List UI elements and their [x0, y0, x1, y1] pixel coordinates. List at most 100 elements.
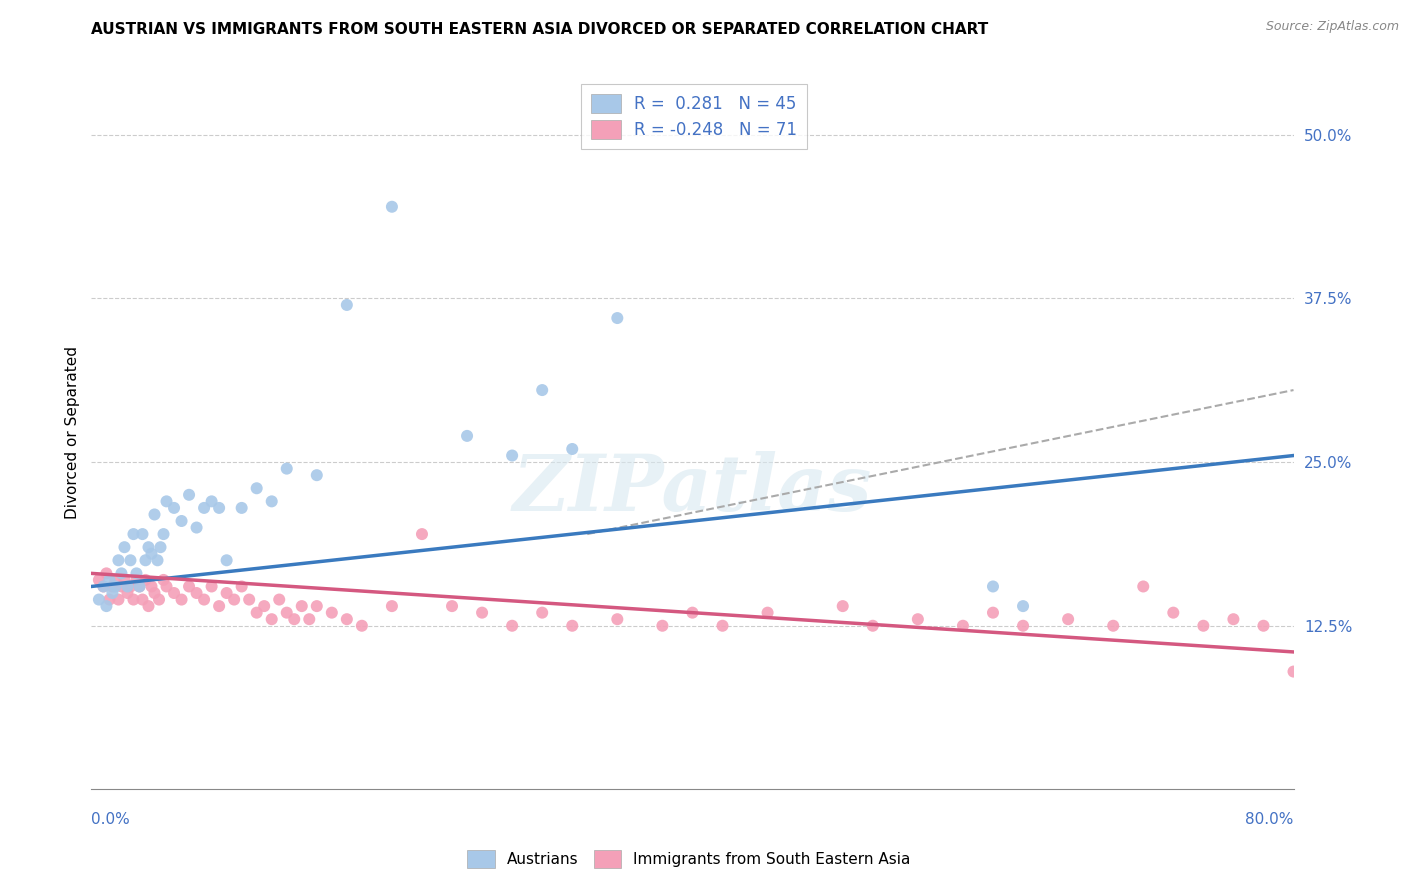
Point	[253, 599, 276, 613]
Point	[110, 566, 132, 581]
Point	[215, 586, 238, 600]
Point	[224, 592, 246, 607]
Point	[131, 527, 153, 541]
Point	[862, 619, 884, 633]
Point	[238, 592, 260, 607]
Point	[260, 494, 283, 508]
Point	[122, 592, 145, 607]
Point	[128, 579, 150, 593]
Point	[117, 579, 139, 593]
Point	[98, 573, 121, 587]
Point	[1161, 606, 1184, 620]
Point	[606, 311, 628, 326]
Point	[96, 599, 118, 613]
Point	[117, 586, 139, 600]
Point	[186, 586, 208, 600]
Point	[981, 579, 1004, 593]
Text: ZIPatlas: ZIPatlas	[513, 451, 872, 528]
Point	[201, 579, 224, 593]
Y-axis label: Divorced or Separated: Divorced or Separated	[65, 346, 80, 519]
Point	[114, 540, 136, 554]
Point	[101, 579, 124, 593]
Point	[283, 612, 305, 626]
Point	[170, 592, 193, 607]
Text: 0.0%: 0.0%	[91, 812, 131, 827]
Point	[1282, 665, 1305, 679]
Point	[141, 547, 163, 561]
Point	[93, 579, 115, 593]
Text: 80.0%: 80.0%	[1246, 812, 1294, 827]
Point	[681, 606, 703, 620]
Point	[981, 606, 1004, 620]
Point	[134, 573, 156, 587]
Point	[276, 606, 298, 620]
Point	[177, 488, 200, 502]
Point	[87, 573, 110, 587]
Point	[110, 579, 132, 593]
Point	[87, 592, 110, 607]
Point	[1253, 619, 1275, 633]
Point	[246, 606, 269, 620]
Point	[321, 606, 343, 620]
Point	[138, 540, 160, 554]
Point	[125, 566, 148, 581]
Point	[1222, 612, 1244, 626]
Point	[146, 553, 169, 567]
Point	[907, 612, 929, 626]
Point	[246, 481, 269, 495]
Point	[501, 449, 523, 463]
Point	[208, 599, 231, 613]
Legend: R =  0.281   N = 45, R = -0.248   N = 71: R = 0.281 N = 45, R = -0.248 N = 71	[581, 84, 807, 149]
Point	[531, 606, 554, 620]
Point	[298, 612, 321, 626]
Point	[651, 619, 673, 633]
Point	[93, 579, 115, 593]
Point	[305, 468, 328, 483]
Point	[269, 592, 291, 607]
Point	[98, 592, 121, 607]
Point	[155, 494, 177, 508]
Point	[148, 592, 170, 607]
Point	[1012, 599, 1035, 613]
Point	[155, 579, 177, 593]
Point	[711, 619, 734, 633]
Point	[381, 599, 404, 613]
Point	[186, 520, 208, 534]
Point	[128, 579, 150, 593]
Point	[831, 599, 853, 613]
Point	[260, 612, 283, 626]
Point	[606, 612, 628, 626]
Point	[120, 579, 142, 593]
Point	[456, 429, 478, 443]
Point	[120, 553, 142, 567]
Point	[122, 527, 145, 541]
Point	[1192, 619, 1215, 633]
Text: AUSTRIAN VS IMMIGRANTS FROM SOUTH EASTERN ASIA DIVORCED OR SEPARATED CORRELATION: AUSTRIAN VS IMMIGRANTS FROM SOUTH EASTER…	[91, 22, 988, 37]
Point	[131, 592, 153, 607]
Point	[104, 573, 127, 587]
Point	[101, 586, 124, 600]
Point	[305, 599, 328, 613]
Point	[1057, 612, 1080, 626]
Point	[125, 573, 148, 587]
Point	[193, 592, 215, 607]
Point	[170, 514, 193, 528]
Point	[381, 200, 404, 214]
Point	[291, 599, 314, 613]
Point	[152, 527, 174, 541]
Point	[350, 619, 373, 633]
Point	[336, 298, 359, 312]
Point	[501, 619, 523, 633]
Point	[138, 599, 160, 613]
Point	[149, 540, 172, 554]
Point	[231, 500, 253, 515]
Point	[531, 383, 554, 397]
Point	[952, 619, 974, 633]
Point	[471, 606, 494, 620]
Point	[1132, 579, 1154, 593]
Point	[201, 494, 224, 508]
Point	[141, 579, 163, 593]
Point	[96, 566, 118, 581]
Point	[411, 527, 433, 541]
Point	[561, 619, 583, 633]
